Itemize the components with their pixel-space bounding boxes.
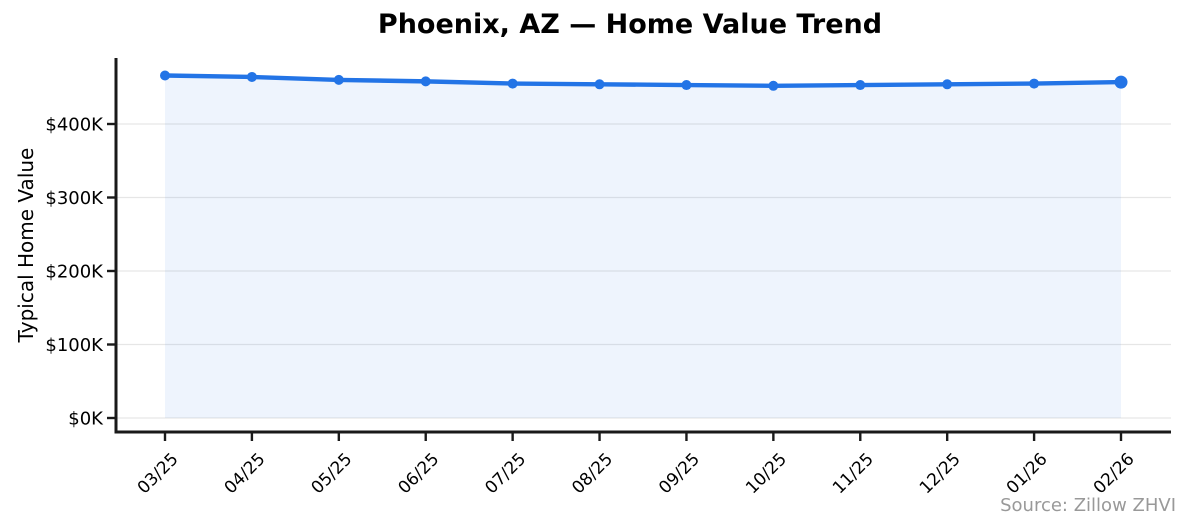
x-tick-label: 04/25 xyxy=(221,449,270,498)
data-point-marker xyxy=(681,80,692,91)
data-point-marker xyxy=(768,80,779,91)
x-tick-label: 08/25 xyxy=(568,449,617,498)
x-tick-label: 12/25 xyxy=(916,449,965,498)
x-tick-label: 10/25 xyxy=(742,449,791,498)
data-point-marker xyxy=(246,71,257,82)
x-tick-label: 09/25 xyxy=(655,449,704,498)
x-tick-label: 02/26 xyxy=(1090,449,1139,498)
axis-layer xyxy=(107,58,1171,441)
y-tick-label: $100K xyxy=(45,335,104,356)
x-tick-label: 03/25 xyxy=(134,449,183,498)
area-fill xyxy=(165,75,1121,419)
grid-layer xyxy=(116,123,1171,419)
x-tick-label: 06/25 xyxy=(394,449,443,498)
chart-title: Phoenix, AZ — Home Value Trend xyxy=(378,9,882,40)
series-layer xyxy=(160,70,1128,419)
x-tick-label: 07/25 xyxy=(481,449,530,498)
data-point-marker xyxy=(420,76,431,87)
x-tick-label: 11/25 xyxy=(829,449,878,498)
data-point-marker xyxy=(855,80,866,91)
data-point-marker xyxy=(1029,78,1040,89)
data-point-marker xyxy=(594,79,605,90)
data-point-marker xyxy=(507,78,518,89)
y-axis-label: Typical Home Value xyxy=(14,148,38,344)
y-tick-label: $300K xyxy=(45,188,104,209)
x-tick-label: 01/26 xyxy=(1003,449,1052,498)
data-point-marker xyxy=(942,79,953,90)
data-point-marker xyxy=(1114,75,1128,89)
y-tick-label: $400K xyxy=(45,115,104,136)
y-tick-label: $0K xyxy=(68,409,104,430)
data-point-marker xyxy=(333,74,344,85)
x-tick-label: 05/25 xyxy=(308,449,357,498)
trend-line xyxy=(162,73,1124,88)
source-note: Source: Zillow ZHVI xyxy=(1000,495,1176,516)
y-tick-label: $200K xyxy=(45,262,104,283)
data-point-marker xyxy=(160,70,170,81)
